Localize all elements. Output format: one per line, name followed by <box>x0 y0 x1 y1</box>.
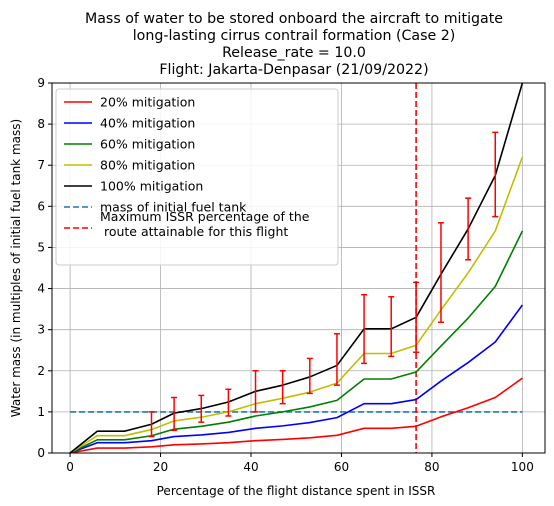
error-bar <box>198 394 205 423</box>
legend-entry: 40% mitigation <box>64 116 195 131</box>
y-tick-label: 7 <box>37 158 45 172</box>
series-line-2 <box>69 304 524 454</box>
x-tick-label: 0 <box>66 460 74 474</box>
error-bar <box>306 357 313 395</box>
x-tick-label: 80 <box>424 460 439 474</box>
error-bar <box>279 370 286 405</box>
legend-entry: 60% mitigation <box>64 137 195 152</box>
y-tick-label: 5 <box>37 240 45 254</box>
legend-label: 20% mitigation <box>100 95 195 110</box>
x-axis-label: Percentage of the flight distance spent … <box>157 484 436 498</box>
series-line-4 <box>69 156 524 454</box>
y-tick-label: 8 <box>37 117 45 131</box>
legend-label: 80% mitigation <box>100 158 195 173</box>
legend-label: 40% mitigation <box>100 116 195 131</box>
series-line-1 <box>69 377 523 454</box>
y-axis-ticks: 0 1 2 3 4 5 6 7 8 9 <box>37 76 52 460</box>
y-tick-label: 4 <box>37 282 45 296</box>
title-line-1: Mass of water to be stored onboard the a… <box>85 11 503 27</box>
error-bar <box>148 411 155 438</box>
error-bar <box>465 197 472 261</box>
legend-box <box>55 88 339 266</box>
axes-frame <box>51 82 546 454</box>
error-bar <box>225 388 232 417</box>
legend-entry: 20% mitigation <box>64 95 195 110</box>
legend-entry: 100% mitigation <box>64 179 203 194</box>
y-tick-label: 3 <box>37 323 45 337</box>
legend-entry: 80% mitigation <box>64 158 195 173</box>
x-tick-label: 100 <box>511 460 534 474</box>
y-tick-label: 2 <box>37 364 45 378</box>
error-bar <box>413 281 420 354</box>
legend-label: 100% mitigation <box>100 179 203 194</box>
error-bar <box>388 296 395 358</box>
error-bar <box>333 333 340 386</box>
reference-lines <box>70 83 523 453</box>
error-bar <box>492 131 499 218</box>
x-axis-ticks: 0 20 40 60 80 100 <box>66 453 534 474</box>
legend-label: mass of initial fuel tank <box>100 200 247 215</box>
series-line-5 <box>69 82 524 454</box>
error-bars <box>148 131 499 438</box>
legend-entry: Maximum ISSR percentage of the route att… <box>64 209 310 239</box>
error-bar <box>171 396 178 432</box>
x-tick-label: 40 <box>243 460 258 474</box>
chart-title: Mass of water to be stored onboard the a… <box>85 11 503 78</box>
x-tick-label: 20 <box>153 460 168 474</box>
error-bar <box>361 293 368 365</box>
title-line-4: Flight: Jakarta-Denpasar (21/09/2022) <box>159 62 428 78</box>
legend: 20% mitigation 40% mitigation 60% mitigati… <box>55 88 339 266</box>
title-line-2: long-lasting cirrus contrail formation (… <box>133 28 456 44</box>
legend-entry: mass of initial fuel tank <box>64 200 247 215</box>
series-lines <box>69 82 524 454</box>
y-tick-label: 6 <box>37 199 45 213</box>
y-tick-label: 1 <box>37 405 45 419</box>
title-line-3: Release_rate = 10.0 <box>222 45 366 61</box>
y-axis-label: Water mass (in multiples of initial fuel… <box>9 119 23 417</box>
series-line-3 <box>69 230 524 454</box>
y-tick-label: 9 <box>37 76 45 90</box>
error-bar <box>252 370 259 413</box>
legend-label: Maximum ISSR percentage of the route att… <box>100 209 310 239</box>
error-bar <box>437 222 444 324</box>
legend-label: 60% mitigation <box>100 137 195 152</box>
x-tick-label: 60 <box>334 460 349 474</box>
y-tick-label: 0 <box>37 446 45 460</box>
